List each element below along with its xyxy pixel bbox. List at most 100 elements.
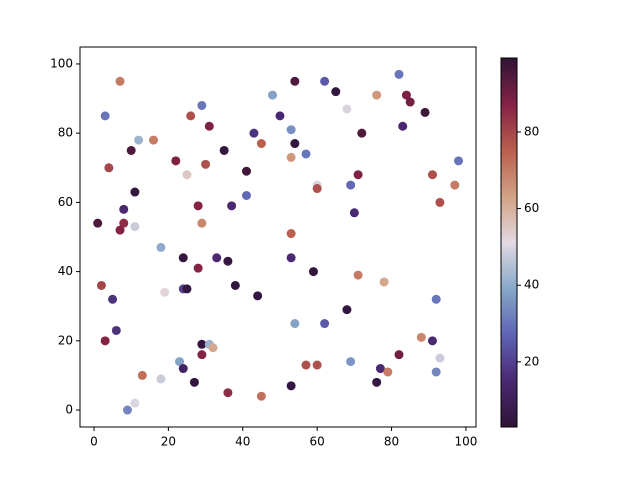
y-tick-label: 100 [50,56,73,70]
scatter-point [320,76,330,86]
scatter-point [197,350,207,360]
scatter-point [241,166,251,176]
scatter-point [353,170,363,180]
scatter-point [275,111,285,121]
scatter-point [431,367,441,377]
scatter-point [312,184,322,194]
scatter-point [394,69,404,79]
colorbar-tick-label: 20 [524,354,539,368]
scatter-point [115,225,125,235]
x-tick-label: 80 [384,435,399,449]
scatter-point [256,139,266,149]
scatter-point [175,357,185,367]
scatter-point [308,267,318,277]
y-tick-label: 0 [65,403,73,417]
scatter-point [100,336,110,346]
scatter-point [375,364,385,374]
scatter-point [435,197,445,207]
scatter-point [137,370,147,380]
scatter-point [353,270,363,280]
scatter-point [420,107,430,117]
scatter-point [383,367,393,377]
scatter-point [186,111,196,121]
colorbar-tick-label: 40 [524,278,539,292]
colorbar [500,57,518,428]
scatter-point [122,405,132,415]
scatter-point [301,360,311,370]
x-tick-label: 100 [455,435,478,449]
scatter-point [401,90,411,100]
scatter-point [346,180,356,190]
scatter-point [197,100,207,110]
scatter-point [193,201,203,211]
scatter-point [100,111,110,121]
scatter-point [349,208,359,218]
scatter-point [394,350,404,360]
scatter-point [398,121,408,131]
scatter-point [204,121,214,131]
scatter-point [454,156,464,166]
scatter-point [416,332,426,342]
scatter-point [149,135,159,145]
x-tick-label: 40 [235,435,250,449]
y-tick-label: 40 [58,264,73,278]
scatter-point [111,325,121,335]
scatter-point [156,242,166,252]
scatter-point [342,104,352,114]
scatter-point [160,287,170,297]
scatter-point [405,97,415,107]
scatter-point [286,229,296,239]
scatter-point [119,218,129,228]
scatter-point [372,377,382,387]
scatter-point [290,139,300,149]
scatter-point [435,353,445,363]
x-tick-label: 60 [310,435,325,449]
scatter-point [268,90,278,100]
plot-area [79,46,477,428]
scatter-point [331,87,341,97]
scatter-point [212,253,222,263]
scatter-point [130,187,140,197]
scatter-point [193,263,203,273]
scatter-point [119,204,129,214]
scatter-point [115,76,125,86]
scatter-point [130,222,140,232]
scatter-point [230,280,240,290]
scatter-point [286,125,296,135]
scatter-point [286,381,296,391]
scatter-point [171,156,181,166]
scatter-point [197,218,207,228]
scatter-point [197,339,207,349]
scatter-point [286,152,296,162]
scatter-point [223,256,233,266]
scatter-point [431,294,441,304]
scatter-point [96,280,106,290]
scatter-point [223,388,233,398]
scatter-point [178,364,188,374]
colorbar-tick-label: 60 [524,201,539,215]
scatter-point [286,253,296,263]
scatter-point [182,284,192,294]
scatter-point [130,398,140,408]
scatter-point [156,374,166,384]
scatter-point [290,319,300,329]
y-tick-label: 60 [58,195,73,209]
scatter-point [301,149,311,159]
scatter-point [249,128,259,138]
scatter-point [134,135,144,145]
scatter-point [126,145,136,155]
scatter-point [312,360,322,370]
scatter-point [182,170,192,180]
scatter-point [256,391,266,401]
scatter-point [342,305,352,315]
scatter-point [178,253,188,263]
scatter-point [241,190,251,200]
scatter-point [427,336,437,346]
x-tick-label: 20 [161,435,176,449]
scatter-point [227,201,237,211]
scatter-point [108,294,118,304]
scatter-point [201,159,211,169]
scatter-point [104,163,114,173]
y-tick-label: 80 [58,126,73,140]
